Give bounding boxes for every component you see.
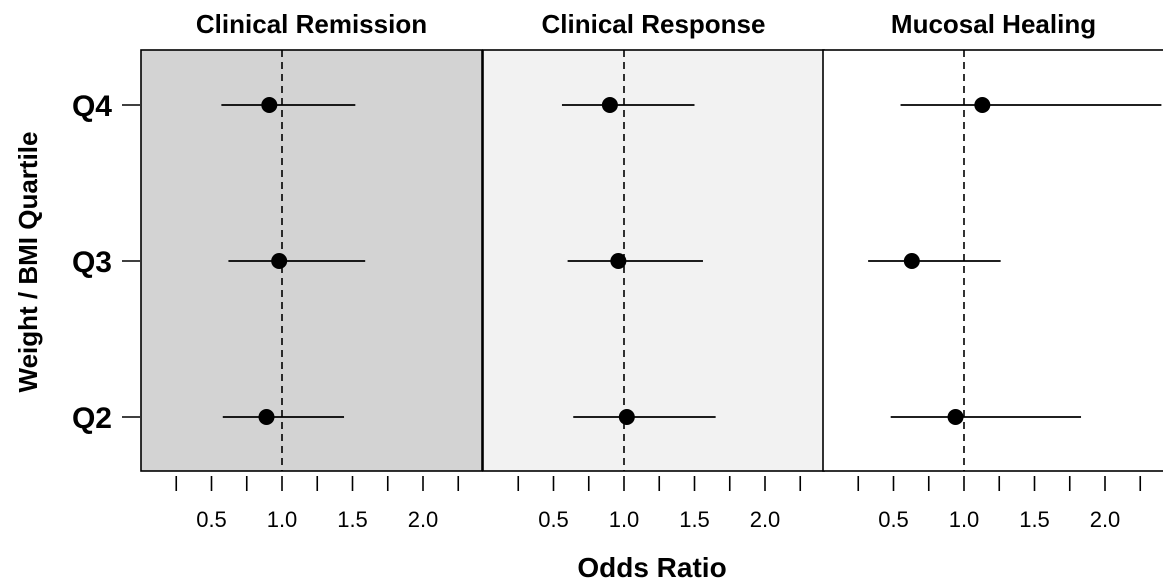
point-estimate bbox=[974, 97, 991, 113]
panel: Clinical Response 0.5 1.0 1.5 2.0 bbox=[482, 9, 825, 532]
x-tick-label: 1.0 bbox=[267, 507, 298, 532]
point-estimate bbox=[618, 409, 635, 425]
x-tick-label: 1.0 bbox=[949, 507, 980, 532]
x-tick-label: 1.5 bbox=[337, 507, 368, 532]
panel-title: Clinical Remission bbox=[196, 9, 427, 39]
point-estimate bbox=[947, 409, 964, 425]
x-axis-label: Odds Ratio bbox=[577, 552, 726, 583]
x-tick-label: 2.0 bbox=[750, 507, 781, 532]
x-tick-label: 1.5 bbox=[1019, 507, 1050, 532]
y-tick-label: Q4 bbox=[72, 90, 112, 123]
panel: Clinical Remission 0.5 1.0 1.5 2.0 bbox=[140, 9, 483, 532]
point-estimate bbox=[261, 97, 278, 113]
y-tick-label: Q2 bbox=[72, 402, 112, 435]
x-tick-label: 2.0 bbox=[408, 507, 439, 532]
x-tick-label: 1.5 bbox=[679, 507, 710, 532]
point-estimate bbox=[601, 97, 618, 113]
panel-title: Mucosal Healing bbox=[891, 9, 1096, 39]
point-estimate bbox=[903, 253, 920, 269]
x-tick-label: 0.5 bbox=[196, 507, 227, 532]
x-tick-label: 2.0 bbox=[1090, 507, 1121, 532]
y-tick-label: Q3 bbox=[72, 246, 112, 279]
panel-title: Clinical Response bbox=[542, 9, 766, 39]
x-tick-label: 0.5 bbox=[538, 507, 569, 532]
x-tick-label: 0.5 bbox=[878, 507, 909, 532]
x-tick-label: 1.0 bbox=[609, 507, 640, 532]
point-estimate bbox=[610, 253, 627, 269]
y-axis-label: Weight / BMI Quartile bbox=[13, 132, 43, 393]
panel: Mucosal Healing 0.5 1.0 1.5 2.0 bbox=[822, 9, 1163, 532]
point-estimate bbox=[271, 253, 288, 269]
point-estimate bbox=[258, 409, 275, 425]
